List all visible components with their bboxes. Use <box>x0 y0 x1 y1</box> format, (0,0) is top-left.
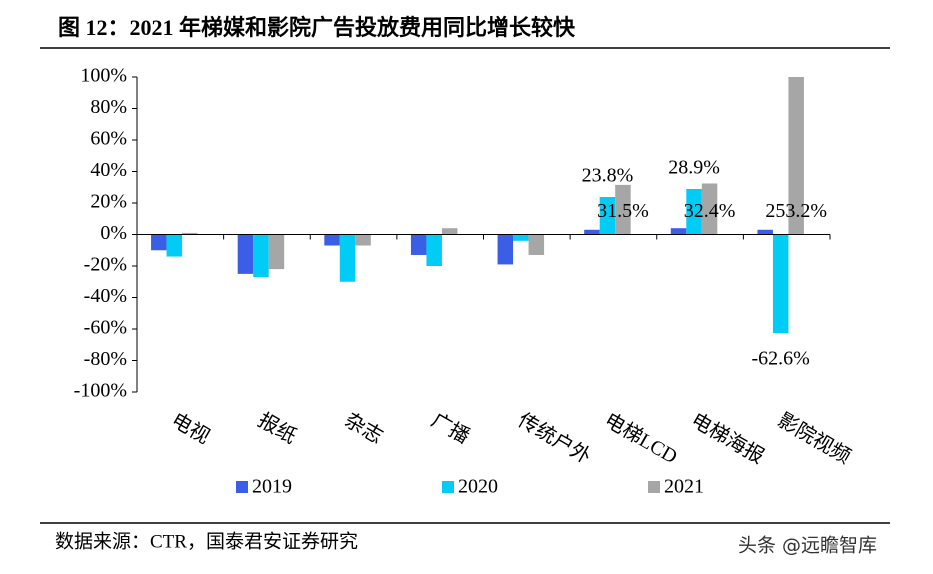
x-tick-label: 广播 <box>427 408 473 448</box>
y-tick-label: 60% <box>90 128 127 150</box>
legend-swatch <box>442 481 454 493</box>
data-label: 23.8% <box>582 165 634 187</box>
bar <box>268 234 285 270</box>
legend-label: 2019 <box>252 476 292 498</box>
legend-label: 2021 <box>664 476 704 498</box>
legend-swatch <box>236 481 248 493</box>
y-tick-label: 80% <box>90 96 127 118</box>
bar <box>253 234 269 278</box>
bar <box>324 234 340 246</box>
bar <box>757 229 773 235</box>
data-label: 28.9% <box>668 157 720 179</box>
y-tick-label: 40% <box>90 159 127 181</box>
bar <box>701 183 718 235</box>
bar <box>151 234 167 251</box>
bar <box>513 234 529 241</box>
x-tick-label: 电梯LCD <box>601 408 682 468</box>
y-tick-label: -60% <box>84 317 127 339</box>
x-tick-label: 报纸 <box>254 408 300 448</box>
y-tick-label: -80% <box>84 348 127 370</box>
data-label: 31.5% <box>597 200 649 222</box>
bar <box>528 234 545 255</box>
y-tick-label: 100% <box>80 65 127 87</box>
bar <box>497 234 514 265</box>
y-tick-label: -100% <box>74 380 127 402</box>
x-tick-label: 电梯海报 <box>687 408 768 468</box>
data-label: 32.4% <box>684 200 736 222</box>
x-tick-label: 电视 <box>168 408 214 448</box>
bar <box>339 234 356 282</box>
bar <box>615 184 631 235</box>
bar <box>182 232 198 235</box>
legend-label: 2020 <box>458 476 498 498</box>
y-tick-label: 20% <box>90 191 127 213</box>
bar <box>410 234 427 255</box>
bar <box>426 234 442 266</box>
bar <box>599 197 616 235</box>
data-label: -62.6% <box>752 348 810 370</box>
y-tick-label: 0% <box>100 222 127 244</box>
source: 数据来源：CTR，国泰君安证券研究 <box>55 530 358 552</box>
watermark: 头条 @远瞻智库 <box>738 535 877 557</box>
bar <box>584 229 600 235</box>
x-tick-label: 影院视频 <box>774 408 855 468</box>
bar <box>441 228 458 235</box>
legend-swatch <box>648 481 660 493</box>
bar <box>670 228 687 235</box>
x-tick-label: 杂志 <box>341 408 387 448</box>
bars <box>151 77 804 334</box>
bar <box>788 77 804 235</box>
y-tick-label: -40% <box>84 285 127 307</box>
x-tick-label: 传统户外 <box>514 408 595 468</box>
bar <box>772 234 789 334</box>
bar <box>237 234 254 274</box>
data-label: 253.2% <box>765 200 827 222</box>
chart-title: 图 12：2021 年梯媒和影院广告投放费用同比增长较快 <box>58 15 576 40</box>
y-tick-label: -20% <box>84 254 127 276</box>
bar <box>686 188 702 235</box>
bar <box>166 234 183 257</box>
bar <box>355 234 371 246</box>
